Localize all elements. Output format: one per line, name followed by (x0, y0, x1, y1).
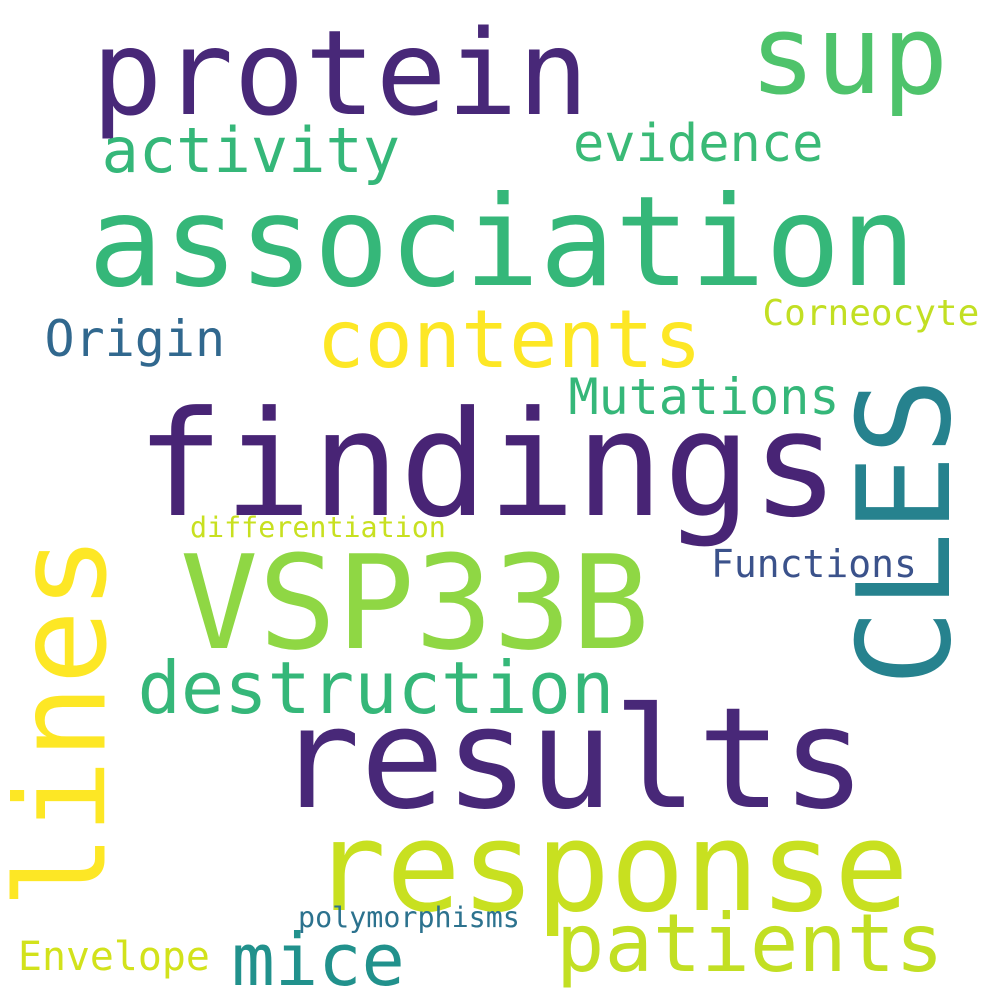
word-corneocyte: Corneocyte (762, 293, 980, 334)
word-mutations: Mutations (568, 368, 840, 426)
word-vsp33b: VSP33B (180, 527, 650, 679)
word-envelope: Envelope (18, 934, 210, 980)
word-association: association (88, 170, 916, 315)
word-activity: activity (101, 114, 401, 187)
word-cles: CLES (831, 377, 981, 687)
word-evidence: evidence (573, 114, 824, 174)
word-differentiation: differentiation (190, 511, 446, 544)
word-destruction: destruction (137, 646, 615, 730)
word-functions: Functions (711, 542, 917, 586)
word-sup: sup (749, 0, 949, 119)
word-mice: mice (231, 918, 405, 1000)
word-lines: lines (0, 535, 135, 909)
word-protein: protein (91, 4, 589, 142)
word-contents: contents (316, 293, 702, 386)
word-origin: Origin (44, 310, 226, 368)
word-findings: findings (136, 380, 840, 550)
word-patients: patients (556, 895, 944, 990)
word-polymorphisms: polymorphisms (298, 901, 520, 934)
word-results: results (276, 678, 867, 841)
word-response: response (311, 796, 909, 940)
